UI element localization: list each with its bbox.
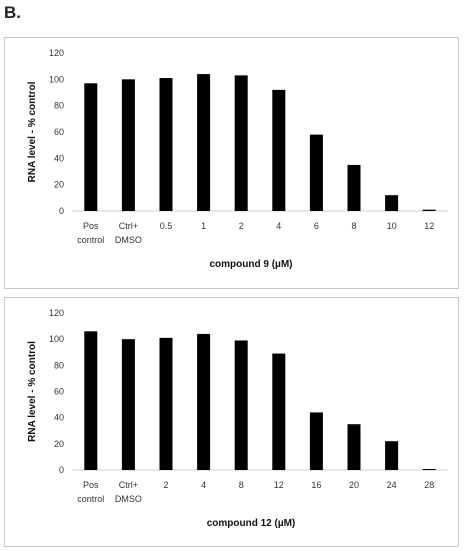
bar (234, 340, 248, 470)
bar (272, 89, 286, 211)
y-tick-label: 80 (54, 360, 64, 370)
bar-chart-compound-9: RNA level - % control 0 20 40 60 80 100 120 Pos c… (27, 48, 448, 270)
bar (121, 79, 135, 211)
bar (121, 339, 135, 470)
x-tick-label: 24 (387, 480, 397, 490)
x-tick-label: 2 (239, 221, 244, 231)
y-tick-label: 20 (54, 439, 64, 449)
x-tick-label: 8 (351, 221, 356, 231)
chart-panel-compound-12: RNA level - % control 0 20 40 60 80 100 120 Pos c… (4, 297, 459, 547)
x-tick-label: DMSO (115, 494, 142, 504)
bar-chart-compound-12: RNA level - % control 0 20 40 60 80 100 120 Pos c… (27, 308, 448, 529)
y-tick-label: 120 (49, 308, 64, 318)
x-tick-label: Ctrl+ (119, 480, 138, 490)
y-tick-label: 120 (49, 48, 64, 58)
x-tick-label: 6 (314, 221, 319, 231)
chart-panel-compound-9: RNA level - % control 0 20 40 60 80 100 120 Pos c… (4, 37, 459, 289)
bar (385, 195, 399, 211)
bar (385, 441, 399, 470)
bar (84, 83, 98, 211)
panel-label: B. (4, 3, 21, 22)
x-tick-label: Pos (83, 221, 99, 231)
y-tick-label: 20 (54, 180, 64, 190)
x-axis-label: compound 12 (µM) (207, 518, 296, 529)
x-tick-label: Pos (83, 480, 99, 490)
bar (197, 333, 211, 470)
x-tick-label: 0.5 (160, 221, 173, 231)
bar (309, 412, 323, 470)
bar (234, 75, 248, 211)
x-tick-label: 28 (424, 480, 434, 490)
y-tick-label: 60 (54, 127, 64, 137)
x-tick-label: 12 (274, 480, 284, 490)
y-tick-label: 100 (49, 334, 64, 344)
bar (84, 331, 98, 470)
x-tick-label: 4 (276, 221, 281, 231)
x-tick-label: 1 (201, 221, 206, 231)
x-tick-label: 2 (163, 480, 168, 490)
bar (159, 337, 173, 470)
x-tick-label: Ctrl+ (119, 221, 138, 231)
y-axis-label: RNA level - % control (27, 341, 38, 442)
y-tick-label: 40 (54, 153, 64, 163)
y-tick-label: 80 (54, 101, 64, 111)
x-tick-label: control (77, 235, 104, 245)
x-tick-label: DMSO (115, 235, 142, 245)
x-axis-label: compound 9 (µM) (210, 259, 293, 270)
bar (422, 209, 436, 211)
bar (272, 353, 286, 470)
bar (422, 469, 436, 470)
y-axis-label: RNA level - % control (27, 81, 38, 182)
x-tick-label: 8 (239, 480, 244, 490)
bar (197, 74, 211, 211)
y-tick-label: 100 (49, 74, 64, 84)
bar (309, 134, 323, 211)
x-tick-label: 16 (311, 480, 321, 490)
y-tick-label: 0 (59, 206, 64, 216)
x-tick-label: 4 (201, 480, 206, 490)
bar (347, 424, 361, 470)
bar (159, 78, 173, 211)
x-tick-label: control (77, 494, 104, 504)
x-tick-label: 20 (349, 480, 359, 490)
bar (347, 164, 361, 211)
y-tick-label: 60 (54, 387, 64, 397)
y-tick-label: 0 (59, 465, 64, 475)
x-tick-label: 10 (387, 221, 397, 231)
y-tick-label: 40 (54, 413, 64, 423)
x-tick-label: 12 (424, 221, 434, 231)
